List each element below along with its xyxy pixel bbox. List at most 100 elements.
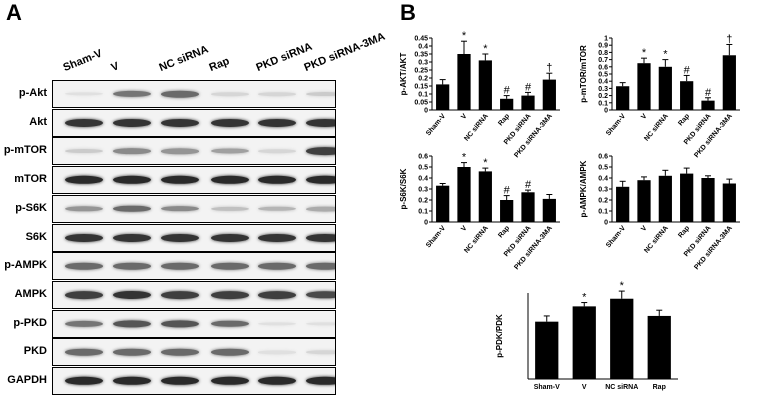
blot-band (211, 206, 249, 211)
blot-band (211, 233, 249, 242)
blot-band (113, 376, 151, 386)
blot-band (211, 349, 249, 356)
blot-band (306, 118, 335, 127)
lane-header: V (109, 60, 121, 74)
y-axis-label: p-AKT/AKT (399, 53, 408, 96)
chart-p-akt-akt: p-AKT/AKT00.050.10.150.20.250.30.350.40.… (399, 30, 560, 159)
bar (542, 79, 556, 110)
y-tick-label: 0.3 (598, 187, 608, 194)
significance-mark: * (462, 30, 467, 42)
significance-mark: * (462, 152, 467, 164)
significance-mark: # (705, 87, 712, 99)
category-label: Rap (497, 225, 511, 240)
blot-row-label: GAPDH (7, 374, 47, 386)
blot-band (258, 350, 296, 354)
significance-mark: † (546, 62, 552, 74)
bar (637, 180, 651, 222)
lane-header: Rap (207, 55, 232, 74)
y-tick-label: 0 (424, 108, 428, 115)
y-tick-label: 0.6 (598, 64, 608, 71)
blot-band (65, 320, 103, 327)
y-axis-label: p-AMPK/AMPK (579, 160, 588, 217)
category-label: Sham-V (605, 113, 627, 138)
category-label: Sham-V (534, 384, 560, 391)
blot-band (306, 147, 335, 156)
significance-mark: # (525, 81, 532, 93)
category-label: Sham-V (425, 225, 447, 250)
y-tick-label: 0.3 (418, 187, 428, 194)
bar (616, 186, 630, 222)
y-tick-label: 0.4 (598, 176, 608, 183)
bar (637, 63, 651, 110)
significance-mark: † (726, 33, 732, 45)
significance-mark: * (483, 43, 488, 55)
y-tick-label: 0 (604, 108, 608, 115)
blot-band (211, 262, 249, 270)
bar (521, 95, 535, 110)
category-label: Rap (497, 113, 511, 128)
blot-band (65, 233, 103, 242)
blot-band (65, 290, 103, 299)
bar (478, 171, 492, 222)
blot-band (113, 320, 151, 328)
y-axis-label: p-mTOR/mTOR (579, 45, 588, 103)
blot-band (258, 118, 296, 127)
y-tick-label: 0.6 (598, 154, 608, 161)
bar (535, 321, 559, 379)
blot-band (161, 148, 199, 155)
blot-band (306, 376, 335, 386)
bar (722, 183, 736, 222)
blot-band (306, 175, 335, 185)
blot-band (211, 148, 249, 154)
category-label: Rap (677, 113, 691, 128)
category-label: NC siRNA (605, 384, 638, 391)
y-tick-label: 0.25 (414, 68, 428, 75)
bar (680, 173, 694, 222)
y-tick-label: 0.2 (598, 198, 608, 205)
y-tick-label: 0.2 (418, 76, 428, 83)
blot-row (52, 166, 336, 195)
blot-row (52, 108, 336, 137)
blot-row (52, 367, 336, 395)
blot-band (161, 233, 199, 242)
significance-mark: * (663, 49, 668, 61)
blot-band (113, 233, 151, 242)
blot-band (258, 290, 296, 299)
bar (610, 298, 634, 379)
blot-band (258, 92, 296, 96)
category-label: V (582, 384, 587, 391)
y-tick-label: 0.15 (414, 84, 428, 91)
blot-band (161, 376, 199, 386)
y-tick-label: 1 (604, 36, 608, 43)
bar (542, 198, 556, 222)
blot-band (306, 291, 335, 299)
bar (572, 306, 596, 379)
category-label: Rap (677, 225, 691, 240)
y-tick-label: 0.4 (418, 176, 428, 183)
category-label: PKD siRNA-3MA (513, 225, 554, 272)
blot-row (52, 194, 336, 223)
bar (500, 98, 514, 110)
chart-p-pdk-pdk: p-PDK/PDK Sham-V * V * NC siRNA Rap (495, 280, 678, 391)
y-tick-label: 0.05 (414, 100, 428, 107)
chart-p-s6k-s6k: p-S6K/S6K00.10.20.30.40.50.6Sham-V*V*NC … (399, 152, 560, 271)
category-label: V (460, 225, 469, 233)
y-tick-label: 0 (604, 220, 608, 227)
blot-row (52, 309, 336, 338)
significance-mark: * (620, 280, 625, 292)
bar (647, 315, 671, 379)
blot-row-label: p-Akt (18, 87, 47, 99)
bar (478, 60, 492, 110)
y-tick-label: 0.1 (418, 209, 428, 216)
y-tick-label: 0.2 (418, 198, 428, 205)
y-tick-label: 0.7 (598, 57, 608, 64)
blot-band (306, 206, 335, 212)
blot-row-label: p-mTOR (3, 144, 47, 157)
blot-band (306, 321, 335, 326)
blot-band (211, 92, 249, 96)
chart-p-mtor-mtor: p-mTOR/mTOR00.10.20.30.40.50.60.70.80.91… (579, 33, 740, 159)
bar (457, 54, 471, 110)
blot-row-label: AMPK (14, 287, 47, 300)
y-tick-label: 0.8 (598, 50, 608, 57)
